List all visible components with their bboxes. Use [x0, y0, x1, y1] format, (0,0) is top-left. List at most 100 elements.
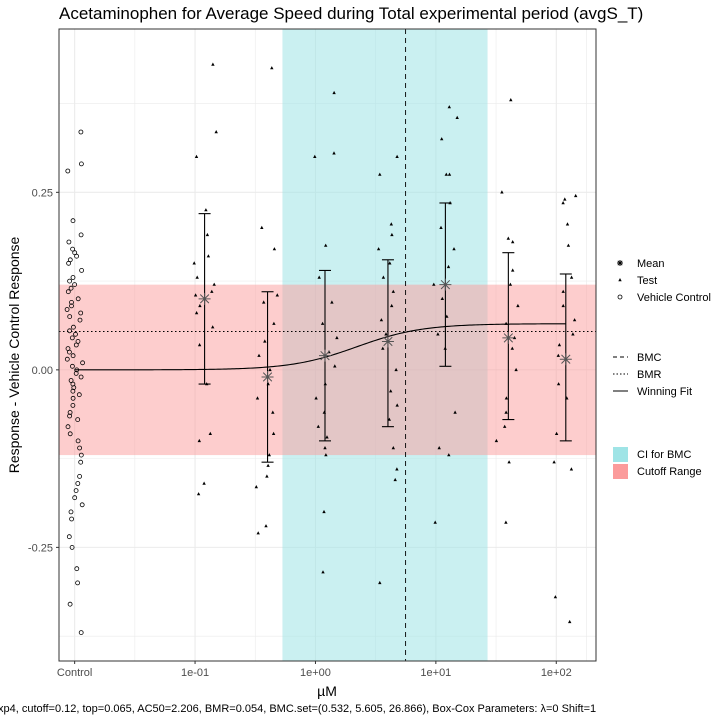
vehicle-control-point	[75, 296, 81, 302]
vehicle-control-point	[67, 410, 73, 415]
test-point	[503, 424, 507, 428]
test-point	[494, 438, 499, 443]
vehicle-control-point	[79, 502, 85, 508]
vehicle-control-point	[70, 353, 76, 359]
vehicle-control-point	[74, 566, 80, 572]
vehicle-control-point	[66, 534, 72, 540]
vehicle-control-point	[69, 545, 75, 550]
y-axis-title: Response - Vehicle Control Response	[6, 236, 22, 473]
test-point	[211, 325, 215, 329]
test-point	[508, 282, 513, 286]
legend: Mean Test Vehicle Control BMC BMR Winning Fit…	[613, 258, 711, 479]
vehicle-control-point	[69, 335, 75, 341]
test-point	[511, 268, 515, 272]
mean-marker	[439, 278, 452, 291]
vehicle-control-point	[68, 285, 74, 291]
vehicle-control-point	[76, 392, 82, 398]
test-point	[552, 460, 556, 464]
test-point	[395, 154, 399, 158]
vehicle-control-point	[70, 218, 76, 224]
test-point	[561, 289, 565, 293]
test-point	[195, 275, 199, 279]
vehicle-control-point	[79, 267, 84, 273]
test-point	[214, 130, 218, 134]
test-point	[335, 335, 339, 340]
vehicle-control-points	[64, 129, 85, 635]
legend-label: Cutoff Range	[637, 466, 702, 478]
winning-fit-curve	[74, 323, 566, 371]
test-point	[439, 225, 443, 229]
vehicle-control-point	[78, 310, 84, 316]
vehicle-control-point	[65, 168, 71, 174]
test-point	[256, 531, 260, 535]
test-point	[391, 289, 395, 293]
test-point	[205, 232, 210, 237]
test-point	[322, 509, 326, 514]
mean-marker	[381, 335, 394, 348]
test-point	[453, 410, 457, 414]
vehicle-control-point	[68, 378, 74, 383]
legend-cutoff-symbol	[613, 464, 628, 479]
test-point	[504, 321, 508, 325]
test-point	[440, 296, 444, 300]
plot-panel	[58, 28, 597, 662]
test-point	[333, 364, 337, 368]
test-point	[321, 570, 325, 574]
vehicle-control-point	[71, 324, 76, 330]
vehicle-control-point	[77, 317, 83, 323]
test-point	[556, 382, 561, 386]
test-point	[197, 343, 202, 347]
test-point	[262, 300, 266, 304]
mean-marker	[318, 349, 331, 362]
test-point	[264, 524, 268, 528]
vehicle-control-point	[75, 438, 81, 444]
test-point	[324, 243, 328, 247]
vehicle-control-point	[70, 363, 75, 369]
axis-ticks: -0.25 0.00 0.25 Control 1e-01 1e+00 1e+01 1e+02	[28, 187, 572, 679]
legend-group: Mean Test Vehicle Control	[617, 258, 711, 304]
vehicle-control-point	[78, 374, 84, 380]
vehicle-control-point	[75, 481, 81, 486]
x-tick-label: 1e-01	[181, 667, 209, 679]
test-point	[565, 222, 570, 226]
legend-label: BMC	[637, 352, 662, 364]
x-tick-label: 1e+02	[541, 667, 572, 679]
legend-test-symbol	[618, 278, 622, 282]
test-point	[388, 261, 392, 265]
legend-label: Vehicle Control	[637, 292, 711, 304]
panel-border	[58, 28, 597, 662]
test-point	[270, 66, 274, 70]
vehicle-control-point	[66, 260, 71, 266]
test-point	[210, 289, 214, 293]
test-point	[511, 240, 515, 244]
vehicle-control-point	[77, 473, 82, 479]
vehicle-control-point	[75, 580, 80, 586]
vehicle-control-point	[67, 314, 73, 320]
vehicle-control-point	[70, 246, 75, 252]
chart-caption: xp4, cutoff=0.12, top=0.065, AC50=2.206,…	[0, 703, 596, 715]
vehicle-control-point	[78, 630, 84, 635]
test-point	[204, 208, 208, 212]
test-point	[272, 321, 276, 325]
test-point	[569, 467, 574, 471]
legend-ci-symbol	[613, 447, 628, 462]
test-point	[563, 197, 567, 201]
vehicle-control-point	[64, 307, 70, 312]
test-point	[254, 485, 258, 489]
test-point	[561, 303, 565, 308]
test-point	[196, 492, 201, 496]
test-point	[330, 300, 334, 304]
mean-marker	[502, 331, 515, 344]
vehicle-control-point	[67, 328, 72, 334]
x-tick-label: Control	[57, 667, 92, 679]
test-point	[500, 190, 504, 194]
vehicle-control-point	[74, 367, 80, 373]
test-point	[206, 254, 211, 258]
test-point	[202, 481, 206, 485]
vehicle-control-point	[68, 509, 74, 515]
test-point	[268, 367, 272, 372]
test-point	[447, 453, 451, 457]
test-point	[561, 201, 565, 205]
y-tick-label: 0.00	[32, 365, 53, 377]
